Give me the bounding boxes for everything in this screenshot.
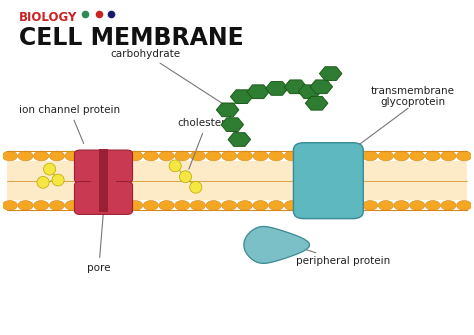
Ellipse shape xyxy=(253,201,268,210)
Ellipse shape xyxy=(394,151,409,161)
Ellipse shape xyxy=(174,201,190,210)
Ellipse shape xyxy=(2,201,18,210)
Ellipse shape xyxy=(81,201,96,210)
Ellipse shape xyxy=(49,201,64,210)
Ellipse shape xyxy=(190,201,205,210)
Ellipse shape xyxy=(18,201,33,210)
Ellipse shape xyxy=(34,201,49,210)
Ellipse shape xyxy=(143,151,158,161)
FancyBboxPatch shape xyxy=(74,182,133,214)
Ellipse shape xyxy=(316,151,331,161)
Ellipse shape xyxy=(410,201,425,210)
Ellipse shape xyxy=(378,151,393,161)
Ellipse shape xyxy=(300,201,315,210)
Ellipse shape xyxy=(190,151,205,161)
Text: peripheral protein: peripheral protein xyxy=(296,249,390,266)
Ellipse shape xyxy=(96,151,111,161)
Ellipse shape xyxy=(425,151,440,161)
Ellipse shape xyxy=(143,201,158,210)
Ellipse shape xyxy=(179,171,191,183)
Ellipse shape xyxy=(112,151,127,161)
Ellipse shape xyxy=(222,151,237,161)
Ellipse shape xyxy=(190,181,202,193)
Ellipse shape xyxy=(441,151,456,161)
Ellipse shape xyxy=(284,151,300,161)
Ellipse shape xyxy=(441,201,456,210)
Ellipse shape xyxy=(52,174,64,186)
Ellipse shape xyxy=(347,151,362,161)
Ellipse shape xyxy=(65,151,80,161)
Text: cholesterol: cholesterol xyxy=(178,118,236,169)
Bar xyxy=(99,149,108,212)
Ellipse shape xyxy=(159,201,174,210)
Ellipse shape xyxy=(2,151,18,161)
Ellipse shape xyxy=(128,201,143,210)
Ellipse shape xyxy=(269,201,284,210)
Ellipse shape xyxy=(316,201,331,210)
Ellipse shape xyxy=(169,160,181,172)
Ellipse shape xyxy=(363,201,378,210)
Ellipse shape xyxy=(65,201,80,210)
Ellipse shape xyxy=(112,201,127,210)
Ellipse shape xyxy=(96,201,111,210)
Ellipse shape xyxy=(81,151,96,161)
Ellipse shape xyxy=(378,201,393,210)
Ellipse shape xyxy=(44,163,56,175)
Text: BIOLOGY: BIOLOGY xyxy=(19,11,78,24)
FancyBboxPatch shape xyxy=(293,143,363,219)
Ellipse shape xyxy=(456,201,472,210)
Ellipse shape xyxy=(206,151,221,161)
Ellipse shape xyxy=(49,151,64,161)
Text: transmembrane
glycoprotein: transmembrane glycoprotein xyxy=(371,86,455,108)
Ellipse shape xyxy=(237,201,252,210)
Ellipse shape xyxy=(37,177,49,188)
Ellipse shape xyxy=(394,201,409,210)
Ellipse shape xyxy=(174,151,190,161)
Bar xyxy=(8,161,466,200)
Ellipse shape xyxy=(284,201,300,210)
Ellipse shape xyxy=(206,201,221,210)
Ellipse shape xyxy=(363,151,378,161)
Ellipse shape xyxy=(128,151,143,161)
Text: CELL MEMBRANE: CELL MEMBRANE xyxy=(19,26,244,50)
Ellipse shape xyxy=(300,151,315,161)
Text: ion channel protein: ion channel protein xyxy=(19,105,120,143)
Text: carbohydrate: carbohydrate xyxy=(110,49,230,108)
Ellipse shape xyxy=(456,151,472,161)
Bar xyxy=(91,176,116,186)
Ellipse shape xyxy=(347,201,362,210)
Ellipse shape xyxy=(34,151,49,161)
Ellipse shape xyxy=(331,151,346,161)
Ellipse shape xyxy=(410,151,425,161)
Ellipse shape xyxy=(18,151,33,161)
Ellipse shape xyxy=(237,151,252,161)
Ellipse shape xyxy=(331,201,346,210)
Ellipse shape xyxy=(425,201,440,210)
Polygon shape xyxy=(244,226,310,263)
Ellipse shape xyxy=(253,151,268,161)
Ellipse shape xyxy=(269,151,284,161)
Text: pore: pore xyxy=(87,214,110,273)
Ellipse shape xyxy=(159,151,174,161)
Ellipse shape xyxy=(222,201,237,210)
FancyBboxPatch shape xyxy=(74,150,133,183)
